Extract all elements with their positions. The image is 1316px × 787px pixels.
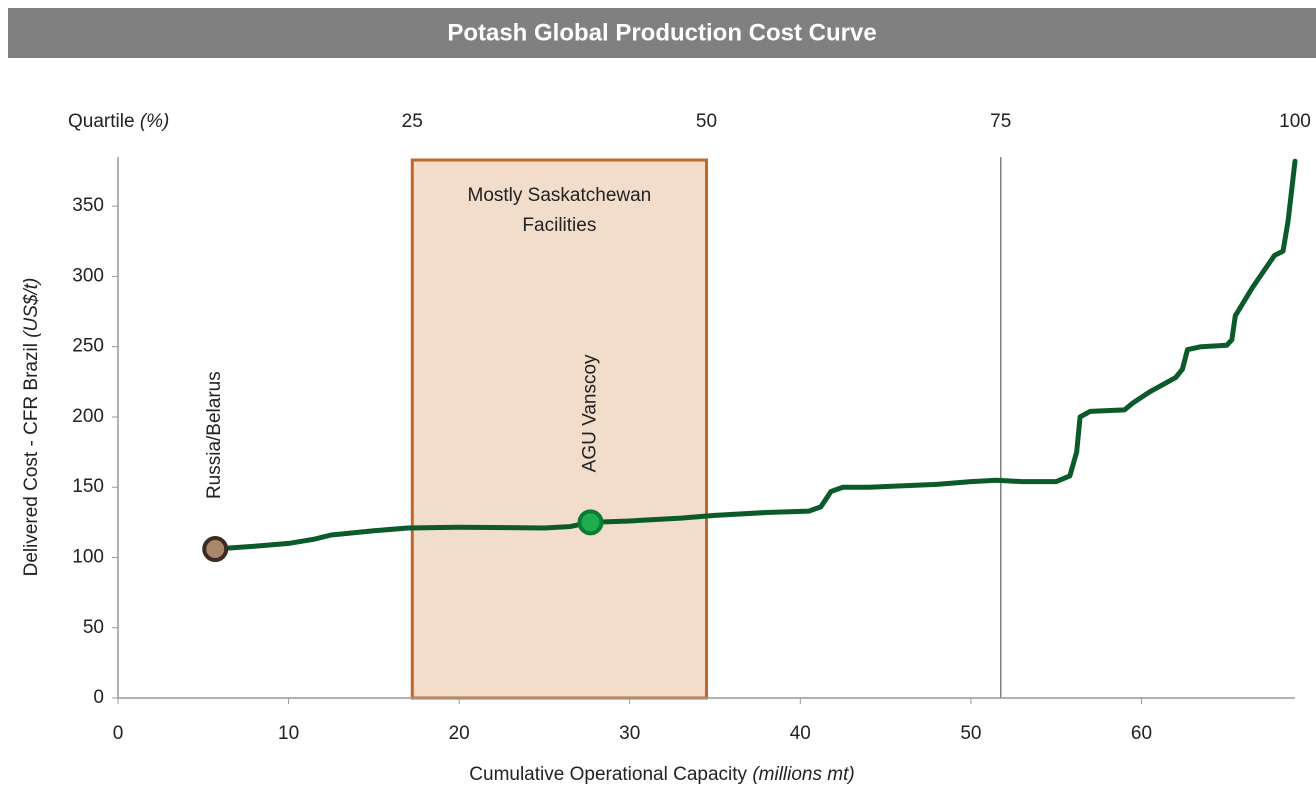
y-tick-label: 200 (72, 406, 104, 427)
y-tick-label: 300 (72, 265, 104, 286)
y-axis-label: Delivered Cost - CFR Brazil (US$/t) (21, 278, 42, 577)
x-tick-label: 50 (960, 723, 981, 744)
y-label-text: Delivered Cost - CFR Brazil (21, 343, 42, 576)
x2-tick-label: 25 (402, 111, 423, 132)
point-label: Russia/Belarus (204, 371, 225, 499)
cost-curve (212, 158, 1298, 552)
y-label-unit: (US$/t) (21, 278, 42, 338)
x-tick-label: 0 (113, 723, 124, 744)
chart-title: Potash Global Production Cost Curve (447, 19, 876, 46)
highlight-region (410, 158, 708, 700)
highlight-label: Facilities (522, 215, 596, 236)
y-tick-label: 250 (72, 336, 104, 357)
y-tick-label: 350 (72, 195, 104, 216)
highlight-point (577, 509, 604, 536)
highlight-label: Mostly Saskatchewan (468, 185, 652, 206)
y-tick-label: 50 (83, 617, 104, 638)
highlight-point (202, 536, 229, 563)
y-tick-label: 150 (72, 476, 104, 497)
x-tick-label: 60 (1131, 723, 1152, 744)
title-bar (8, 8, 1316, 58)
point-label: AGU Vanscoy (580, 354, 601, 472)
x2-tick-label: 50 (696, 111, 717, 132)
x2-tick-label: 75 (990, 111, 1011, 132)
x-tick-label: 40 (790, 723, 811, 744)
x2-tick-label: 100 (1279, 111, 1311, 132)
x-tick-label: 20 (449, 723, 470, 744)
x-label-text: Cumulative Operational Capacity (469, 764, 747, 785)
x-label-unit: (millions mt) (752, 764, 854, 785)
x-tick-label: 30 (619, 723, 640, 744)
x2-label-text: Quartile (68, 111, 135, 132)
y-tick-label: 100 (72, 546, 104, 567)
x2-label-unit: (%) (140, 111, 170, 132)
x-tick-label: 10 (278, 723, 299, 744)
x-axis-label: Cumulative Operational Capacity (million… (469, 764, 854, 785)
y-tick-label: 0 (93, 687, 104, 708)
x2-axis-label: Quartile (%) (68, 111, 169, 132)
